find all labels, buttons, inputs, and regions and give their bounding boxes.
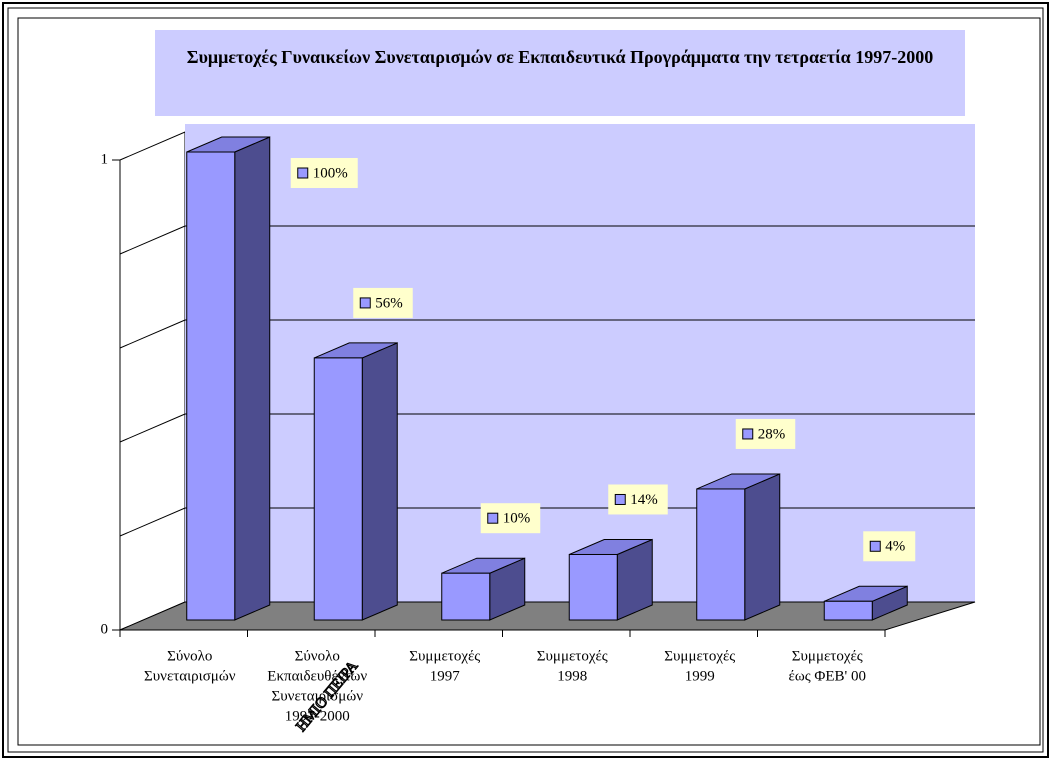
x-tick-label: Συμμετοχές bbox=[792, 648, 863, 664]
bar-front bbox=[313, 357, 363, 621]
minor-tick bbox=[119, 225, 186, 255]
back-wall bbox=[185, 124, 975, 602]
data-label: 100% bbox=[290, 158, 358, 188]
minor-tick bbox=[119, 319, 186, 349]
inner-frame bbox=[7, 7, 1044, 753]
x-tick-label: Συμμετοχές bbox=[537, 648, 608, 664]
bar bbox=[186, 136, 271, 621]
x-tick-label: Συνεταιρισμών bbox=[272, 688, 364, 704]
bar-front bbox=[696, 488, 746, 621]
bar bbox=[441, 557, 526, 621]
x-tick-label: Σύνολο bbox=[295, 648, 340, 664]
data-label-text: 56% bbox=[375, 295, 403, 311]
data-label: 14% bbox=[608, 484, 668, 515]
side-wall bbox=[119, 131, 186, 631]
bar bbox=[696, 473, 781, 621]
bar-side bbox=[744, 473, 781, 621]
minor-tick bbox=[119, 413, 186, 443]
x-tick-label: Σύνολο bbox=[167, 648, 212, 664]
data-label: 28% bbox=[735, 418, 796, 449]
legend-key bbox=[614, 493, 626, 505]
legend-key bbox=[742, 428, 754, 440]
data-label-text: 100% bbox=[313, 165, 348, 181]
x-tick-label: Συμμετοχές bbox=[664, 648, 735, 664]
data-label-text: 28% bbox=[758, 426, 786, 442]
legend-key bbox=[869, 540, 881, 552]
bar-front bbox=[568, 553, 618, 621]
bar-front bbox=[186, 151, 236, 621]
minor-tick bbox=[119, 507, 186, 537]
data-label-text: 10% bbox=[503, 511, 531, 527]
data-label: 4% bbox=[863, 531, 916, 562]
y-tick-label: 1 bbox=[101, 151, 109, 167]
chart-title: Συμμετοχές Γυναικείων Συνεταιρισμών σε Ε… bbox=[155, 30, 965, 116]
x-tick-label: 1999 bbox=[685, 668, 715, 684]
x-tick-label: 1998 bbox=[557, 668, 587, 684]
x-tick-label: 1997-2000 bbox=[285, 708, 350, 724]
bar-front bbox=[441, 572, 491, 621]
bar-side bbox=[234, 136, 271, 621]
bar bbox=[313, 342, 398, 621]
data-label-text: 14% bbox=[630, 492, 658, 508]
x-tick-label: Εκπαιδευθέντων bbox=[267, 668, 367, 684]
data-label: 10% bbox=[480, 503, 541, 534]
bar bbox=[823, 585, 908, 621]
legend-key bbox=[297, 167, 309, 179]
bar-side bbox=[361, 342, 398, 621]
x-tick-label: έως ΦΕΒ' 00 bbox=[789, 668, 866, 684]
data-label-text: 4% bbox=[885, 539, 905, 555]
x-tick-label: Συνεταιρισμών bbox=[144, 668, 236, 684]
bar bbox=[568, 538, 653, 621]
legend-key bbox=[487, 512, 499, 524]
x-tick-label: Συμμετοχές bbox=[409, 648, 480, 664]
data-label: 56% bbox=[353, 287, 413, 318]
x-tick-label: 1997 bbox=[430, 668, 461, 684]
chart-area bbox=[17, 17, 1041, 746]
legend-key bbox=[359, 297, 371, 309]
y-tick-label: 0 bbox=[101, 621, 109, 637]
bar-front bbox=[823, 600, 873, 621]
